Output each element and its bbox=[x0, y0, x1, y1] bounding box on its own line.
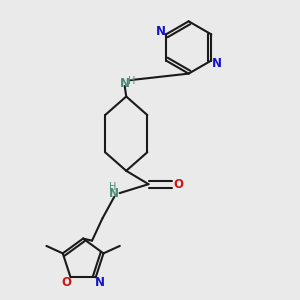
Text: N: N bbox=[212, 57, 221, 70]
Text: N: N bbox=[156, 25, 166, 38]
Text: H: H bbox=[128, 76, 135, 86]
Text: N: N bbox=[109, 187, 119, 200]
Text: O: O bbox=[174, 178, 184, 191]
Text: O: O bbox=[62, 276, 72, 289]
Text: N: N bbox=[94, 276, 104, 289]
Text: H: H bbox=[109, 182, 116, 192]
Text: N: N bbox=[120, 76, 130, 90]
